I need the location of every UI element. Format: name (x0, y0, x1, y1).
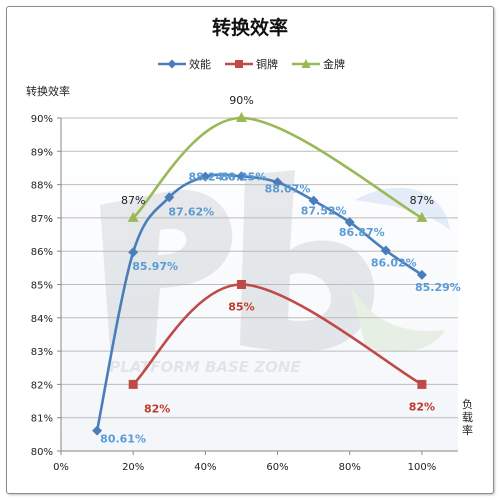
watermark-logo: PLATFORM BASE ZONE (100, 170, 450, 376)
data-label: 85.97% (132, 260, 178, 273)
data-label: 85% (228, 301, 254, 314)
x-tick-label: 0% (53, 462, 69, 473)
y-tick-label: 81% (31, 414, 53, 425)
data-point-square (128, 379, 138, 389)
data-label: 88.07% (265, 182, 311, 195)
data-label: 80.61% (100, 433, 146, 446)
data-point-diamond (380, 245, 391, 256)
watermark-text: PLATFORM BASE ZONE (109, 358, 301, 376)
y-tick-label: 86% (31, 247, 53, 258)
data-label: 82% (144, 402, 170, 415)
legend-item-efficiency: 效能 (158, 56, 211, 72)
y-tick-label: 88% (31, 181, 53, 192)
y-tick-label: 85% (31, 281, 53, 292)
legend-swatch-bronze (225, 60, 253, 68)
y-tick-label: 83% (31, 347, 53, 358)
x-tick-label: 60% (266, 462, 288, 473)
legend-item-gold: 金牌 (292, 56, 345, 72)
data-point-triangle (416, 211, 428, 222)
data-label: 90% (229, 94, 253, 107)
data-label: 87% (121, 194, 145, 207)
data-point-diamond (128, 247, 139, 258)
data-point-triangle (127, 211, 139, 222)
data-point-diamond (92, 425, 103, 436)
data-point-diamond (416, 269, 427, 280)
x-tick-label: 40% (194, 462, 216, 473)
data-point-triangle (235, 112, 247, 122)
data-point-square (236, 280, 246, 289)
x-tick-label: 20% (122, 462, 144, 473)
legend-label-efficiency: 效能 (189, 58, 211, 71)
data-label: 87% (410, 194, 434, 207)
y-tick-label: 80% (31, 447, 53, 458)
data-point-diamond (164, 192, 175, 203)
data-label: 87.52% (301, 205, 347, 218)
data-label: 85.29% (415, 281, 461, 294)
data-point-diamond (200, 171, 211, 182)
y-tick-label: 84% (31, 314, 53, 325)
legend-swatch-efficiency (158, 59, 186, 69)
legend-item-bronze: 铜牌 (225, 56, 278, 72)
y-tick-label: 87% (31, 214, 53, 225)
data-label: 82% (409, 400, 435, 413)
x-axis-label: 负载率 (462, 398, 473, 437)
data-point-diamond (344, 217, 355, 228)
y-tick-label: 90% (31, 114, 53, 125)
data-point-diamond (272, 177, 283, 188)
x-tick-label: 80% (339, 462, 361, 473)
data-label: 88.24% (188, 171, 234, 184)
data-point-square (417, 379, 427, 389)
legend-swatch-gold (292, 59, 320, 68)
legend-label-gold: 金牌 (323, 58, 345, 71)
x-tick-label: 100% (408, 462, 437, 473)
y-tick-label: 89% (31, 147, 53, 158)
y-axis-label: 转换效率 (26, 85, 70, 98)
data-point-diamond (236, 171, 247, 182)
data-label: 86.87% (339, 226, 385, 239)
data-point-diamond (308, 195, 319, 206)
data-label: 86.02% (371, 257, 417, 270)
data-label: 88.25% (221, 170, 267, 183)
y-tick-label: 82% (31, 380, 53, 391)
chart-title: 转换效率 (211, 17, 288, 39)
chart-legend: 效能 铜牌 金牌 (158, 56, 345, 72)
legend-label-bronze: 铜牌 (256, 58, 278, 71)
data-label: 87.62% (168, 205, 214, 218)
